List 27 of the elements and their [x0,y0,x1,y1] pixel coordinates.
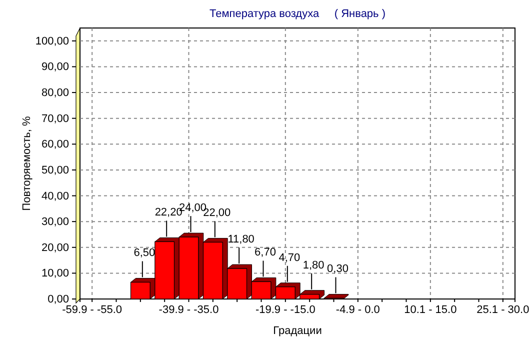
y-tick-label: 100,00 [35,35,69,48]
y-tick-label: 90,00 [41,61,69,74]
y-tick-label: 50,00 [41,164,69,176]
y-axis-title: Повторяемость, % [21,116,33,211]
data-label: 22,00 [203,207,231,220]
data-label: 4,70 [278,252,300,264]
x-tick-label: -59.9 - -55.0 [62,304,122,316]
data-label: 22,20 [154,206,182,219]
x-tick-label: -19.9 - -15.0 [255,304,316,316]
y-tick-label: 40,00 [41,190,69,202]
y-tick-label: 80,00 [41,87,69,100]
x-tick-label: 25.1 - 30.0 [476,304,530,316]
y-tick-label: 70,00 [41,112,69,125]
x-axis-title: Градации [273,325,322,337]
chart-title: Температура воздуха ( Январь ) [209,8,386,20]
y-tick-label: 60,00 [41,138,69,151]
data-label: 11,80 [228,234,254,246]
y-tick-label: 0,00 [48,294,69,306]
y-tick-label: 10,00 [41,268,69,280]
data-label: 0,30 [327,263,348,276]
data-label: 1,80 [302,259,324,272]
data-label: 6,70 [254,246,276,259]
y-tick-label: 30,00 [41,216,69,228]
x-tick-label: 10.1 - 15.0 [404,304,457,316]
y-tick-label: 20,00 [41,242,69,254]
x-tick-label: -39.9 - -35.0 [158,304,219,316]
x-tick-label: -4.9 - 0.0 [336,304,380,316]
